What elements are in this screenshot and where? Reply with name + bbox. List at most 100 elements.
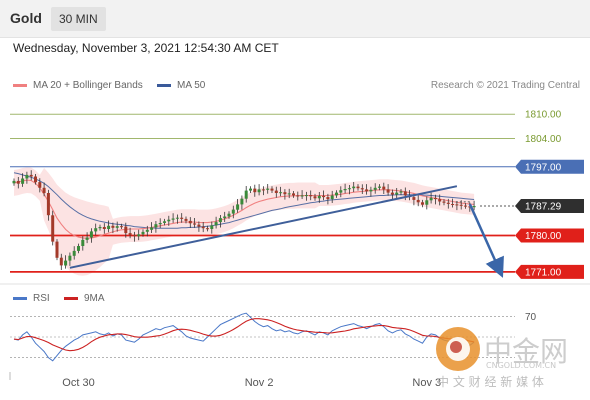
- candle-body: [89, 231, 93, 238]
- candle-body: [55, 241, 59, 258]
- candle-body: [403, 191, 407, 196]
- candle-body: [77, 246, 80, 251]
- candle-body: [459, 204, 463, 206]
- candle-body: [369, 189, 373, 192]
- candle-body: [46, 193, 50, 216]
- candle-body: [175, 217, 179, 219]
- header-bar: Gold 30 MIN: [0, 0, 590, 38]
- level-tag-1787.29: [515, 199, 584, 214]
- candle-body: [145, 229, 149, 232]
- candle-body: [365, 189, 369, 192]
- candle-body: [335, 192, 338, 196]
- rsi-swatch: [13, 297, 27, 300]
- rsi-level-label: 70: [525, 312, 537, 323]
- candle-body: [244, 190, 248, 199]
- ma50-swatch: [157, 84, 171, 87]
- legend-ma20: MA 20 + Bollinger Bands: [13, 80, 143, 91]
- candle-body: [227, 213, 231, 217]
- candle-body: [378, 186, 381, 188]
- candle-body: [313, 196, 317, 199]
- candle-body: [85, 237, 89, 240]
- candle-body: [442, 201, 446, 203]
- ma20-swatch: [13, 84, 27, 87]
- candle-body: [292, 193, 295, 196]
- candle-body: [433, 197, 437, 200]
- rsi-ma-swatch: [64, 297, 78, 300]
- candle-body: [128, 233, 132, 236]
- candle-body: [115, 226, 119, 228]
- candle-body: [261, 189, 265, 191]
- candle-body: [249, 188, 252, 191]
- candle-body: [412, 197, 416, 200]
- projection-arrow: [468, 203, 504, 278]
- watermark-tagline: 中 文 财 经 新 媒 体: [437, 374, 544, 389]
- candle-body: [373, 187, 377, 190]
- level-lines: [10, 113, 515, 273]
- candle-body: [253, 188, 257, 193]
- x-axis: Oct 30 Nov 2 Nov 3: [9, 372, 441, 389]
- candle-body: [188, 220, 192, 224]
- uptrend-line: [69, 185, 458, 269]
- candle-body: [223, 216, 227, 219]
- watermark-domain: CNGOLD.COM.CN: [486, 361, 556, 370]
- level-tag-1771.00: [515, 264, 584, 279]
- candle-body: [12, 180, 16, 184]
- candle-body: [231, 209, 235, 214]
- candle-body: [347, 188, 351, 190]
- candle-body: [210, 225, 214, 229]
- level-tag-1797.00: [515, 159, 584, 174]
- level-label-1810.00: 1810.00: [525, 110, 562, 121]
- candle-body: [438, 199, 442, 202]
- candle-body: [390, 192, 394, 195]
- legend-rsi-ma: 9MA: [64, 293, 105, 304]
- candle-body: [193, 223, 197, 225]
- ma20-line: [13, 179, 475, 239]
- candle-body: [399, 191, 403, 193]
- candle-body: [141, 231, 145, 235]
- candle-body: [296, 195, 300, 197]
- candle-body: [421, 202, 424, 205]
- level-label-1780.00: 1780.00: [525, 231, 562, 242]
- x-tick-label: Nov 2: [245, 377, 274, 389]
- candle-body: [21, 178, 25, 184]
- candle-body: [236, 204, 240, 210]
- candle-body: [352, 186, 356, 189]
- candle-body: [107, 225, 111, 229]
- candle-body: [171, 218, 175, 220]
- candle-body: [72, 250, 76, 256]
- moving-averages: [13, 172, 475, 239]
- legend-rsi: RSI: [13, 293, 50, 304]
- legend-ma50: MA 50: [157, 80, 205, 91]
- bollinger-band-area: [14, 167, 475, 276]
- bollinger-band: [14, 167, 475, 276]
- candle-body: [64, 260, 68, 266]
- candle-body: [94, 228, 98, 232]
- candle-body: [240, 198, 244, 205]
- candle-body: [472, 206, 476, 208]
- rsi-ma-line: [13, 318, 475, 352]
- candle-body: [257, 189, 261, 193]
- candle-body: [206, 228, 209, 230]
- candle-body: [38, 182, 42, 188]
- candle-body: [68, 255, 72, 261]
- candle-body: [382, 186, 386, 190]
- candle-body: [29, 174, 33, 177]
- timeframe-button[interactable]: 30 MIN: [51, 7, 106, 31]
- rsi-ma-legend-label: 9MA: [84, 293, 105, 304]
- candle-body: [132, 235, 136, 237]
- candle-body: [163, 221, 166, 223]
- candle-body: [429, 197, 433, 201]
- candle-body: [287, 193, 291, 195]
- ma20-legend-label: MA 20 + Bollinger Bands: [33, 80, 143, 91]
- candle-body: [98, 227, 102, 229]
- candle-body: [197, 224, 201, 227]
- level-label-1771.00: 1771.00: [525, 267, 562, 278]
- rsi-line: [13, 312, 475, 362]
- candle-body: [451, 204, 455, 205]
- candle-body: [214, 222, 218, 226]
- candle-body: [184, 218, 188, 221]
- candle-body: [154, 224, 158, 228]
- candle-body: [34, 176, 37, 183]
- candle-body: [102, 227, 106, 229]
